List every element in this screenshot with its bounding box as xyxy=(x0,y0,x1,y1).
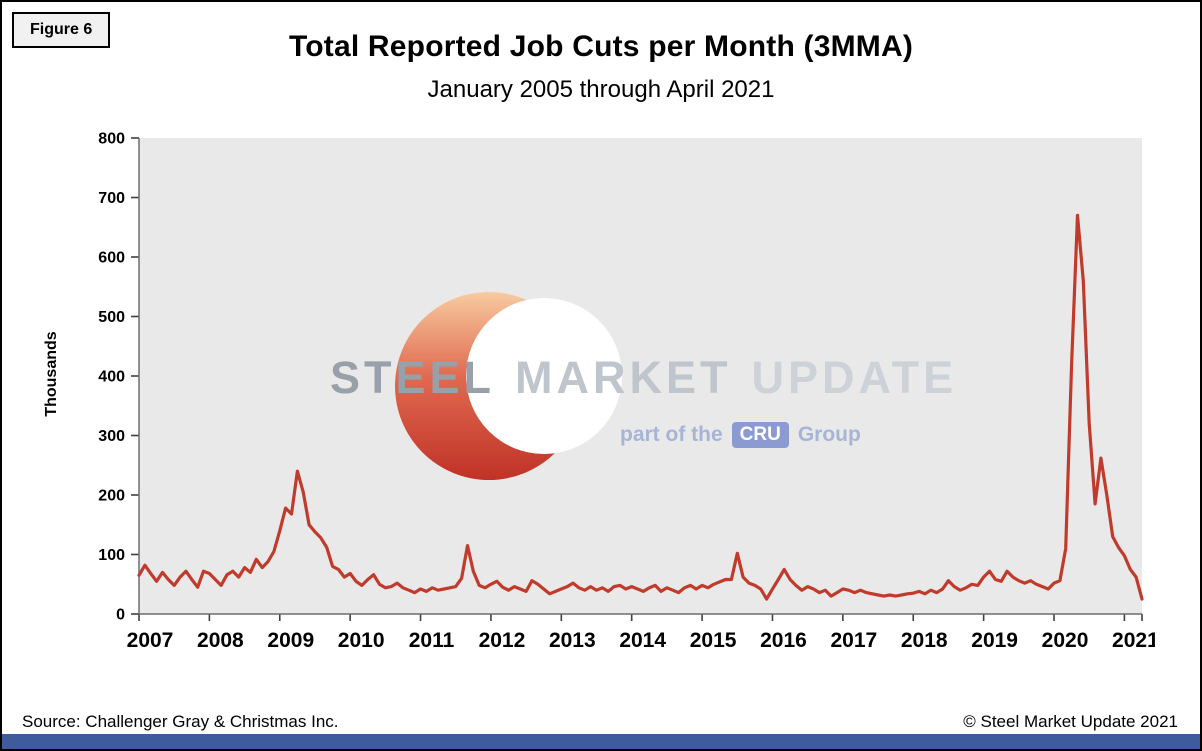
svg-text:2007: 2007 xyxy=(127,629,174,652)
svg-text:2019: 2019 xyxy=(971,629,1018,652)
svg-text:0: 0 xyxy=(116,607,125,624)
svg-text:2015: 2015 xyxy=(690,629,737,652)
svg-text:2009: 2009 xyxy=(267,629,314,652)
svg-text:2021: 2021 xyxy=(1112,629,1155,652)
svg-text:400: 400 xyxy=(98,369,125,386)
svg-text:300: 300 xyxy=(98,428,125,445)
svg-text:100: 100 xyxy=(98,547,125,564)
svg-text:2011: 2011 xyxy=(409,629,455,652)
chart-line xyxy=(137,213,1144,601)
svg-text:2013: 2013 xyxy=(549,629,596,652)
svg-text:500: 500 xyxy=(98,309,125,326)
bottom-accent-bar xyxy=(2,734,1200,749)
svg-text:2014: 2014 xyxy=(619,629,666,652)
plot-area xyxy=(139,138,1142,614)
svg-text:600: 600 xyxy=(98,250,125,267)
svg-text:2017: 2017 xyxy=(831,629,878,652)
svg-text:200: 200 xyxy=(98,488,125,505)
chart-subtitle: January 2005 through April 2021 xyxy=(427,76,775,103)
svg-text:2016: 2016 xyxy=(760,629,807,652)
svg-text:2008: 2008 xyxy=(197,629,244,652)
svg-text:2010: 2010 xyxy=(338,629,385,652)
svg-text:800: 800 xyxy=(98,131,125,148)
job-cuts-line-chart: 0 100 200 300 400 500 600 700 800 2007 2008 2009 201… xyxy=(98,131,1155,653)
svg-text:2020: 2020 xyxy=(1042,629,1089,652)
svg-text:700: 700 xyxy=(98,190,125,207)
y-axis-title: Thousands xyxy=(43,331,60,417)
source-attribution: Source: Challenger Gray & Christmas Inc. xyxy=(22,712,339,731)
figure-number-badge: Figure 6 xyxy=(12,12,111,48)
chart-title: Total Reported Job Cuts per Month (3MMA) xyxy=(288,30,914,63)
copyright-notice: © Steel Market Update 2021 xyxy=(963,712,1178,731)
svg-text:2018: 2018 xyxy=(901,629,948,652)
svg-text:2012: 2012 xyxy=(479,629,526,652)
